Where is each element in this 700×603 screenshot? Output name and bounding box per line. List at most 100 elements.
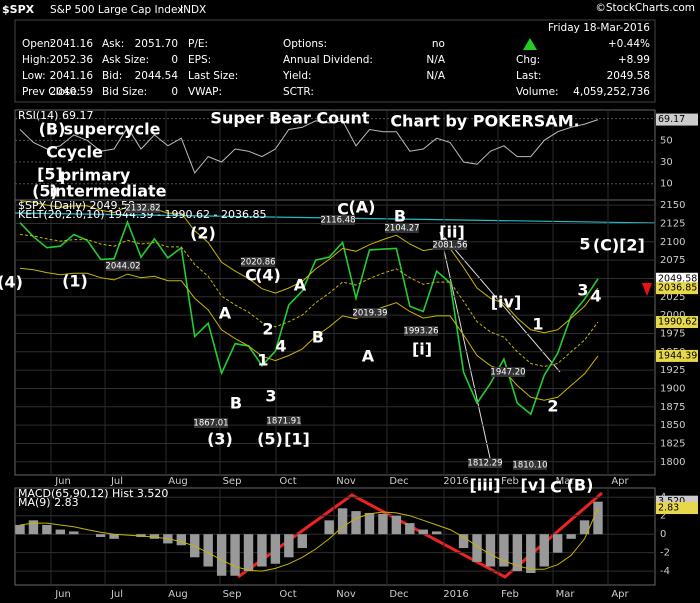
- y-tick-label: 1975: [660, 328, 685, 339]
- wave-label: A: [219, 304, 232, 323]
- quote-label: SCTR:: [283, 86, 314, 98]
- price-label-box: [106, 261, 140, 271]
- value-tag: [656, 113, 698, 126]
- quote-label: Ask:: [102, 38, 124, 50]
- histogram-bar: [472, 534, 482, 562]
- price-label-box: [321, 215, 355, 225]
- value-tag-label: 2036.85: [658, 283, 697, 294]
- x-tick-label: Feb: [501, 589, 519, 600]
- quote-label: Bid Size:: [102, 86, 147, 98]
- quote-value: N/A: [426, 54, 445, 66]
- wave-label: [iv]: [491, 293, 522, 312]
- date: Friday 18-Mar-2016: [548, 22, 650, 34]
- histogram-bar: [243, 534, 254, 572]
- x-tick-label: 2016: [443, 589, 468, 600]
- price-label: 2044.02: [105, 262, 140, 272]
- quote-value: 2041.16: [50, 70, 94, 82]
- index-name: S&P 500 Large Cap Index: [50, 4, 183, 16]
- histogram-bar: [230, 534, 240, 576]
- wave-label: [iii]: [469, 476, 500, 495]
- wave-label: (4): [0, 273, 23, 292]
- quote-value: N/A: [426, 70, 445, 82]
- value-tag: [656, 272, 698, 285]
- legend: RSI(14) 69.17: [18, 109, 93, 122]
- y-tick-label: 2125: [660, 218, 685, 229]
- value-tag-label: 2.83: [658, 503, 679, 514]
- y-tick-label: 1925: [660, 365, 685, 376]
- value-tag-label: 69.17: [658, 114, 685, 125]
- wave-label: Chart by POKERSAM.: [390, 112, 579, 131]
- wave-label: 2: [262, 320, 273, 339]
- quote-value: 2049.58: [607, 70, 650, 82]
- wave-label: (B): [39, 120, 66, 139]
- x-tick-label: Sep: [223, 476, 242, 487]
- value-tag: [656, 502, 698, 515]
- quote-label: Chg:: [516, 54, 540, 66]
- histogram-bar: [418, 529, 428, 535]
- price-panel: [14, 199, 656, 476]
- legend: $SPX (Daily) 2049.58: [18, 199, 135, 212]
- wave-label: A: [294, 276, 307, 295]
- histogram-bar: [378, 513, 388, 535]
- y-tick-label: 2075: [660, 255, 685, 266]
- histogram-bar: [55, 529, 66, 535]
- price-label: 1947.20: [490, 368, 525, 378]
- price-label-box: [404, 326, 438, 336]
- wave-label: (5): [257, 430, 283, 449]
- x-tick-label: Mar: [556, 589, 576, 600]
- histogram-bar: [69, 531, 79, 535]
- quote-value: 2041.16: [50, 38, 94, 50]
- histogram-bar: [512, 534, 523, 572]
- wave-label: B: [230, 394, 242, 413]
- x-tick-label: Nov: [336, 476, 356, 487]
- wave-label: Super Bear Count: [210, 109, 370, 128]
- wave-label: B: [312, 328, 324, 347]
- x-tick-label: Mar: [556, 476, 576, 487]
- quote-label: VWAP:: [188, 86, 222, 98]
- up-arrow: [523, 38, 537, 50]
- y-tick-label: 0: [660, 529, 666, 540]
- wave-label: (C): [593, 236, 619, 255]
- quote-value: no: [432, 38, 445, 50]
- histogram-bar: [539, 534, 549, 567]
- histogram-bar: [499, 534, 509, 567]
- wave-label: 2: [547, 397, 558, 416]
- histogram-bar: [566, 534, 576, 539]
- quote-label: EPS:: [188, 54, 211, 66]
- wave-label: (1): [62, 272, 88, 291]
- wave-label: 1: [257, 351, 268, 370]
- x-tick-label: Jun: [54, 476, 71, 487]
- y-tick-label: 1800: [660, 457, 685, 468]
- histogram-bar: [203, 534, 213, 567]
- wave-label: cycle: [57, 143, 103, 162]
- series-line: [19, 507, 599, 572]
- histogram-bar: [458, 534, 469, 549]
- wave-label: C: [46, 143, 58, 162]
- price-label-box: [126, 203, 160, 213]
- wave-label: [v]: [520, 476, 545, 495]
- wave-label: (5): [32, 182, 58, 201]
- histogram-bar: [95, 534, 106, 537]
- quote-label: Prev Close:: [22, 86, 80, 98]
- wave-label: 5: [579, 235, 590, 254]
- value-tag-label: 3.520: [658, 496, 685, 507]
- y-tick-label: 2150: [660, 200, 685, 211]
- histogram-bar: [15, 524, 25, 535]
- trend-line: [439, 231, 491, 459]
- histogram-bar: [552, 534, 563, 553]
- price-label: 1867.01: [193, 419, 228, 429]
- wave-label: B: [394, 207, 406, 226]
- histogram-bar: [526, 534, 536, 573]
- symbol: $SPX: [2, 3, 35, 16]
- price-label: 1871.91: [266, 417, 301, 427]
- wave-label: (A): [348, 198, 375, 217]
- histogram-bar: [176, 534, 187, 546]
- price-label-box: [194, 418, 228, 428]
- x-tick-label: Jul: [110, 589, 123, 600]
- price-label-box: [433, 240, 467, 250]
- histogram-bar: [485, 534, 496, 567]
- x-tick-label: Apr: [611, 476, 629, 487]
- wave-label: (4): [255, 266, 281, 285]
- y-tick-label: 1825: [660, 438, 685, 449]
- wave-label: 3: [577, 281, 588, 300]
